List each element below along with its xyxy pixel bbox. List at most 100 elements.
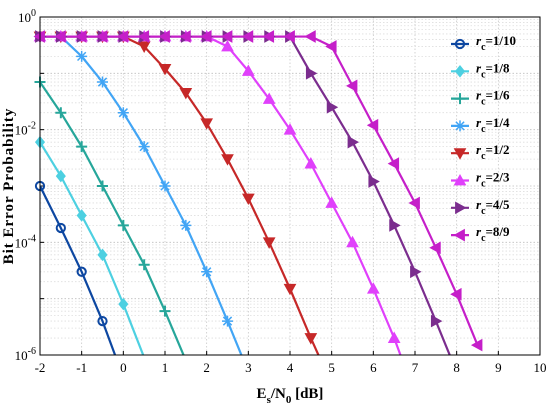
- legend-marker-r-c-2-3: [453, 173, 467, 186]
- plot-frame: [39, 16, 541, 356]
- legend-marker-r-c-1-8: [454, 64, 466, 78]
- data-point-r-c-1-10: [97, 315, 108, 327]
- legend: rc=1/10 rc=1/8 rc=1/6 rc=1/4 rc=1/2 rc=2/3 rc=…: [451, 33, 516, 244]
- y-tick-label: 100: [18, 8, 36, 25]
- x-tick-label: 8: [453, 360, 460, 375]
- data-point-r-c-1-2: [262, 237, 276, 249]
- data-point-r-c-8-9: [54, 30, 66, 43]
- data-point-r-c-8-9: [158, 30, 170, 43]
- data-point-r-c-1-2: [158, 63, 172, 76]
- data-point-r-c-1-4: [180, 219, 192, 231]
- x-tick-label: 5: [328, 360, 335, 375]
- data-point-r-c-4-5: [389, 219, 401, 232]
- data-point-r-c-1-8: [76, 209, 87, 222]
- y-tick-labels: 100 10-2 10-4 10-6: [15, 8, 36, 363]
- x-axis-label: Es/N0 [dB]: [257, 386, 324, 406]
- data-point-r-c-8-9: [137, 30, 150, 43]
- data-point-r-c-1-8: [118, 297, 129, 311]
- data-point-r-c-1-4: [76, 50, 88, 62]
- series-line-r-c-1-10: [40, 185, 117, 355]
- data-point-r-c-1-4: [97, 76, 108, 88]
- x-tick-label: 3: [245, 360, 252, 375]
- x-tick-label: 9: [495, 360, 502, 375]
- data-point-r-c-8-9: [116, 30, 129, 43]
- data-point-r-c-2-3: [262, 92, 276, 104]
- legend-label-r-c-1-10: rc=1/10: [476, 33, 516, 53]
- data-point-r-c-2-3: [325, 196, 339, 208]
- data-point-r-c-8-9: [220, 30, 233, 43]
- x-tick-label: 2: [203, 360, 210, 375]
- series-line-r-c-8-9: [40, 35, 479, 346]
- legend-marker-r-c-1-6: [454, 93, 466, 105]
- data-point-r-c-4-5: [430, 314, 443, 328]
- data-point-r-c-2-3: [387, 331, 401, 343]
- data-point-r-c-2-3: [346, 235, 359, 248]
- data-point-r-c-1-6: [159, 305, 171, 317]
- y-tick-label: 10-4: [15, 233, 36, 250]
- y-tick-label: 10-6: [15, 346, 36, 363]
- legend-marker-r-c-1-10: [454, 38, 466, 50]
- data-point-r-c-1-2: [179, 87, 193, 100]
- series-line-r-c-1-4: [40, 35, 243, 355]
- data-point-r-c-1-2: [221, 154, 234, 166]
- legend-label-r-c-2-3: rc=2/3: [476, 170, 510, 190]
- legend-marker-r-c-1-2: [453, 148, 467, 160]
- x-tick-label: 7: [412, 360, 419, 375]
- legend-label-r-c-4-5: rc=4/5: [476, 197, 510, 217]
- legend-marker-r-c-4-5: [455, 201, 467, 215]
- legend-label-r-c-8-9: rc=8/9: [476, 224, 510, 244]
- x-tick-label: 10: [534, 360, 547, 375]
- data-point-r-c-2-3: [241, 64, 255, 76]
- x-tick-label: 6: [370, 360, 377, 375]
- data-point-r-c-1-6: [117, 219, 129, 231]
- data-point-r-c-8-9: [429, 241, 441, 255]
- data-point-r-c-1-2: [200, 118, 214, 130]
- data-point-r-c-8-9: [241, 30, 254, 43]
- data-point-r-c-1-6: [55, 107, 67, 119]
- legend-label-r-c-1-2: rc=1/2: [476, 142, 510, 162]
- data-point-r-c-1-8: [55, 169, 66, 183]
- x-tick-labels: -2 -1 0 1 2 3 4 5 6 7 8 9 10: [35, 360, 547, 375]
- data-point-r-c-8-9: [75, 30, 87, 43]
- x-tick-label: 1: [162, 360, 169, 375]
- data-point-r-c-4-5: [305, 66, 318, 80]
- legend-label-r-c-1-6: rc=1/6: [476, 88, 510, 108]
- data-point-r-c-8-9: [200, 30, 212, 43]
- data-point-r-c-4-5: [326, 100, 339, 114]
- data-point-r-c-8-9: [262, 30, 275, 43]
- x-tick-label: 4: [287, 360, 294, 375]
- series-markers: [33, 30, 483, 352]
- y-axis-label: Bit Error Probability: [1, 108, 17, 265]
- data-point-r-c-1-2: [283, 283, 297, 296]
- data-point-r-c-8-9: [408, 196, 420, 210]
- data-point-r-c-1-10: [55, 222, 66, 234]
- data-point-r-c-1-2: [241, 193, 255, 206]
- series-line-r-c-1-8: [40, 141, 145, 355]
- data-point-r-c-1-10: [76, 266, 87, 277]
- data-point-r-c-1-2: [137, 41, 151, 53]
- data-point-r-c-1-4: [117, 107, 129, 119]
- data-point-r-c-8-9: [179, 30, 191, 43]
- y-tick-label: 10-2: [15, 121, 36, 138]
- grid-lines: [39, 16, 541, 356]
- data-point-r-c-8-9: [304, 30, 316, 43]
- data-point-r-c-4-5: [368, 175, 380, 188]
- x-tick-label: -2: [35, 360, 46, 375]
- data-point-r-c-2-3: [304, 157, 318, 169]
- data-point-r-c-2-3: [366, 282, 380, 294]
- data-point-r-c-8-9: [325, 40, 337, 53]
- data-point-r-c-4-5: [347, 135, 360, 149]
- legend-label-r-c-1-4: rc=1/4: [476, 115, 510, 135]
- data-point-r-c-2-3: [283, 123, 297, 135]
- data-point-r-c-1-4: [222, 315, 233, 327]
- legend-marker-r-c-8-9: [453, 228, 465, 242]
- data-point-r-c-2-3: [221, 39, 234, 52]
- data-point-r-c-1-6: [97, 180, 108, 192]
- data-point-r-c-1-4: [159, 180, 171, 192]
- x-tick-label: -1: [76, 360, 87, 375]
- data-point-r-c-1-6: [138, 259, 150, 271]
- data-point-r-c-1-8: [97, 248, 108, 262]
- data-point-r-c-8-9: [95, 30, 108, 43]
- data-point-r-c-4-5: [410, 265, 422, 279]
